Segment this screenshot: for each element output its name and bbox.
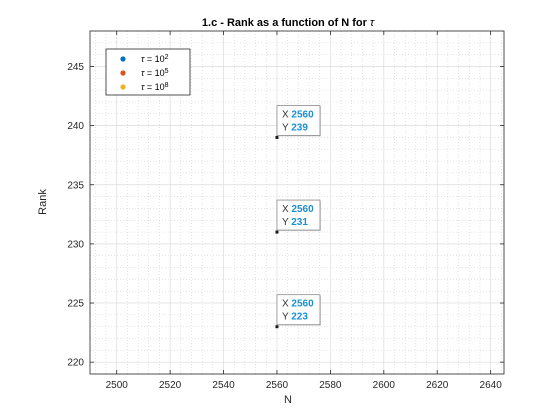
data-points[interactable] [275, 135, 279, 329]
chart-title: 1.c - Rank as a function of N for τ [202, 17, 375, 29]
datatip-y-value: 239 [291, 122, 308, 133]
datatip-x-value: 2560 [291, 299, 314, 310]
y-tick-labels: 220 225 230 235 240 245 [67, 62, 84, 369]
x-tick-label: 2500 [106, 380, 129, 391]
datatip-x-row: X 2560 [282, 204, 314, 215]
datatip-y-row: Y 223 [282, 312, 308, 323]
x-tick-label: 2560 [266, 380, 289, 391]
datatip-y-row: Y 231 [282, 217, 308, 228]
datatip-x-row: X 2560 [282, 299, 314, 310]
datatip-y-row: Y 239 [282, 122, 308, 133]
y-tick-label: 225 [67, 299, 84, 310]
x-tick-label: 2520 [159, 380, 182, 391]
y-tick-label: 230 [67, 239, 84, 250]
datatip-box [276, 199, 321, 231]
datatip-x-value: 2560 [291, 109, 314, 120]
legend-marker [120, 84, 126, 90]
legend-label: τ = 105 [141, 68, 169, 78]
axes-box [89, 30, 505, 375]
legend-box [105, 48, 191, 96]
datatip-x-label: X [282, 109, 291, 120]
datatip-box [276, 294, 321, 326]
data-point[interactable] [275, 325, 279, 329]
datatip-y-label: Y [282, 217, 291, 228]
datatip-y-value: 223 [291, 312, 308, 323]
legend[interactable]: τ = 102 τ = 105 τ = 108 [105, 48, 191, 96]
y-tick-label: 240 [67, 121, 84, 132]
legend-label: τ = 108 [141, 82, 169, 92]
datatip-box [276, 105, 321, 136]
x-tick-label: 2600 [373, 380, 396, 391]
legend-marker [120, 56, 126, 62]
datatip-y-label: Y [282, 122, 291, 133]
x-tick-label: 2640 [480, 380, 503, 391]
tick-marks [90, 31, 504, 374]
datatip-x-row: X 2560 [282, 109, 314, 120]
datatip-x-value: 2560 [291, 204, 314, 215]
x-tick-label: 2580 [319, 380, 342, 391]
legend-label: τ = 102 [141, 54, 169, 64]
x-axis-label: N [284, 394, 292, 406]
datatip-x-label: X [282, 204, 291, 215]
legend-marker [120, 70, 126, 76]
y-tick-label: 235 [67, 180, 84, 191]
y-tick-label: 245 [67, 62, 84, 73]
x-tick-labels: 2500 2520 2540 2560 2580 2600 2620 2640 [106, 380, 503, 391]
x-tick-label: 2620 [426, 380, 449, 391]
chart-title-symbol: τ [370, 17, 375, 29]
x-tick-label: 2540 [212, 380, 235, 391]
chart-title-text: 1.c - Rank as a function of N for [202, 17, 370, 29]
data-point[interactable] [275, 135, 279, 139]
data-point[interactable] [275, 230, 279, 234]
y-tick-label: 220 [67, 358, 84, 369]
datatip-y-label: Y [282, 312, 291, 323]
datatip-y-value: 231 [291, 217, 308, 228]
y-axis-label: Rank [37, 189, 49, 215]
datatip-x-label: X [282, 299, 291, 310]
